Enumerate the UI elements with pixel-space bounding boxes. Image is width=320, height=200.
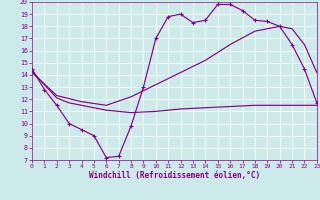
X-axis label: Windchill (Refroidissement éolien,°C): Windchill (Refroidissement éolien,°C): [89, 171, 260, 180]
